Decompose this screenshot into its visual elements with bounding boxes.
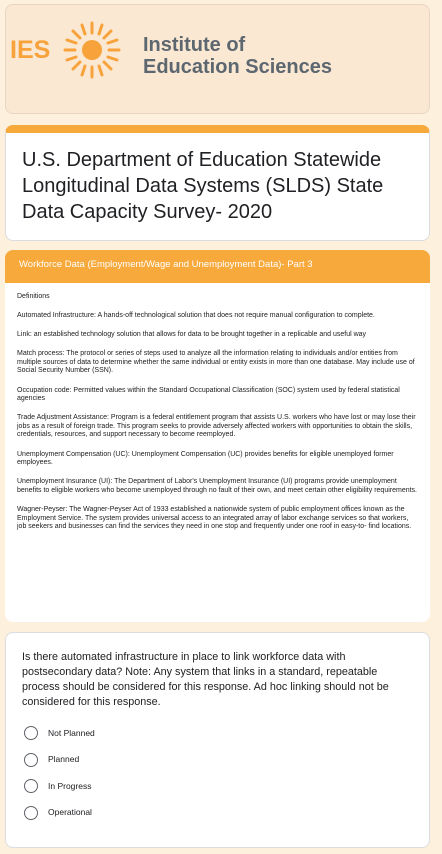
section-title: Workforce Data (Employment/Wage and Unem… [5,250,430,283]
radio-button[interactable] [24,726,38,741]
option-label[interactable]: In Progress [48,780,92,791]
radio-button[interactable] [24,752,38,767]
options: Not Planned Planned In Progress Operational [22,720,413,826]
option-label[interactable]: Not Planned [48,727,95,738]
question-card: Is there automated infrastructure in pla… [5,632,430,848]
definition: Unemployment Compensation (UC): Unemploy… [17,450,394,467]
definition: Automated Infrastructure: A hands-off te… [17,312,375,320]
radio-button[interactable] [24,779,38,794]
option[interactable]: Operational [22,800,413,827]
definition: Link: an established technology solution… [17,331,367,339]
definitions-heading: Definitions [17,293,50,300]
option-label[interactable]: Planned [48,754,80,765]
option[interactable]: Planned [22,747,413,774]
logo-name: Institute of [143,34,246,56]
definition: Unemployment Insurance (UI): The Departm… [17,478,417,494]
form-title: U.S. Department of Education Statewide L… [5,125,430,241]
definitions: Definitions Automated Infrastructure: A … [5,283,430,532]
option[interactable]: Not Planned [22,720,413,747]
radio-button[interactable] [24,805,38,820]
section-card: Workforce Data (Employment/Wage and Unem… [5,250,430,622]
option[interactable]: In Progress [22,773,413,800]
definition: Occupation code: Permitted values within… [17,386,400,403]
definition: Trade Adjustment Assistance: Program is … [17,414,416,439]
definition: Match process: The protocol or series of… [17,350,415,375]
logo-name: Education Sciences [143,56,332,78]
question-text: Is there automated infrastructure in pla… [22,651,389,708]
logo: IES Institute of Education Sciences [10,21,332,79]
option-label[interactable]: Operational [48,807,92,818]
definition: Wagner-Peyser: The Wagner-Peyser Act of … [17,505,412,531]
logo-abbr: IES [10,36,50,64]
logo-sun [63,21,121,79]
header-card: IES Institute of Education Sciences [5,4,430,114]
